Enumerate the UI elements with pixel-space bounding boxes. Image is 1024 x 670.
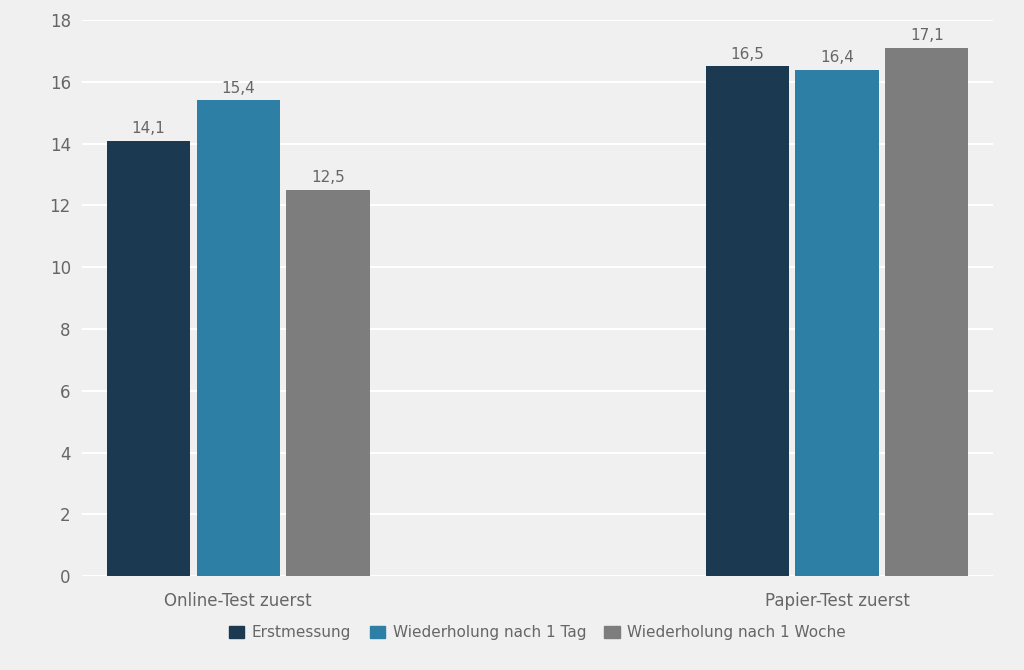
Text: 14,1: 14,1 bbox=[131, 121, 165, 136]
Text: 15,4: 15,4 bbox=[221, 81, 255, 96]
Bar bbox=[706, 66, 788, 576]
Bar bbox=[106, 141, 190, 576]
Bar bbox=[796, 70, 879, 576]
Bar bbox=[197, 100, 280, 576]
Bar bbox=[885, 48, 969, 576]
Text: 16,5: 16,5 bbox=[730, 47, 764, 62]
Text: 12,5: 12,5 bbox=[311, 170, 345, 186]
Text: 17,1: 17,1 bbox=[910, 28, 944, 44]
Bar bbox=[287, 190, 370, 576]
Legend: Erstmessung, Wiederholung nach 1 Tag, Wiederholung nach 1 Woche: Erstmessung, Wiederholung nach 1 Tag, Wi… bbox=[223, 619, 852, 647]
Text: 16,4: 16,4 bbox=[820, 50, 854, 65]
